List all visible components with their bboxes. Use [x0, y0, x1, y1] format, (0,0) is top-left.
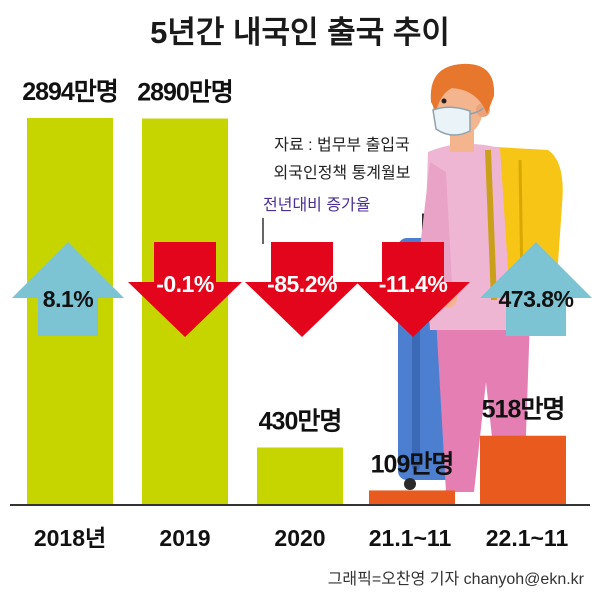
bar-3: [369, 490, 455, 505]
up-arrow-icon-4: [480, 242, 592, 336]
category-label-3: 21.1~11: [369, 525, 452, 551]
credit-text: 그래픽=오찬영 기자 chanyoh@ekn.kr: [328, 570, 585, 588]
bar-2: [257, 447, 343, 505]
down-arrow-icon-3: [356, 242, 470, 337]
eye: [441, 98, 447, 104]
category-label-0: 2018년: [34, 525, 106, 551]
value-label-0: 2894만명: [22, 78, 118, 106]
value-label-3: 109만명: [371, 450, 454, 478]
up-arrow-icon-0: [12, 242, 124, 336]
change-label-4: 473.8%: [498, 286, 573, 312]
value-label-4: 518만명: [482, 396, 565, 424]
source-line-1: 자료 : 법무부 출입국: [274, 136, 410, 154]
down-arrow-icon-2: [245, 242, 359, 337]
hair: [430, 63, 495, 114]
value-label-1: 2890만명: [137, 79, 233, 107]
change-label-0: 8.1%: [43, 286, 93, 312]
down-arrow-icon-1: [128, 242, 242, 337]
chart-title: 5년간 내국인 출국 추이: [150, 15, 450, 50]
change-label-1: -0.1%: [156, 271, 214, 297]
face-mask: [432, 106, 471, 136]
source-line-2: 외국인정책 통계월보: [274, 164, 411, 182]
value-label-2: 430만명: [259, 407, 342, 435]
category-label-2: 2020: [274, 525, 325, 551]
change-arrows: 8.1% -0.1% -85.2% -11.4% 473.8%: [12, 242, 592, 337]
labels: 2894만명 2018년 2890만명 2019 430만명 2020 109만명 21.1~…: [22, 78, 568, 551]
category-label-4: 22.1~11: [486, 525, 569, 551]
rate-label: 전년대비 증가율: [263, 196, 371, 214]
change-label-2: -85.2%: [267, 271, 337, 297]
category-label-1: 2019: [159, 525, 210, 551]
change-label-3: -11.4%: [379, 271, 448, 297]
bar-4: [480, 435, 566, 505]
